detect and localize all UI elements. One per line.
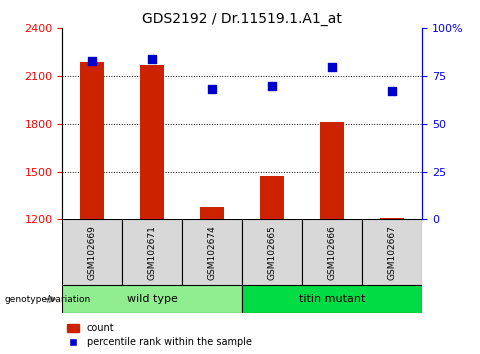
Bar [182,219,242,285]
Bar [140,65,164,219]
Text: GSM102666: GSM102666 [328,225,337,280]
Bar [380,218,404,219]
Text: GSM102665: GSM102665 [268,225,277,280]
Point [388,88,396,94]
Bar [362,219,422,285]
Bar [62,285,242,313]
Text: GSM102674: GSM102674 [208,225,217,280]
Point [88,58,96,64]
Bar [201,207,225,219]
Bar [242,219,302,285]
Title: GDS2192 / Dr.11519.1.A1_at: GDS2192 / Dr.11519.1.A1_at [143,12,342,26]
Text: GSM102671: GSM102671 [148,225,157,280]
Bar [62,219,122,285]
Point [328,64,336,69]
Text: genotype/variation: genotype/variation [5,295,91,304]
Text: wild type: wild type [127,294,178,304]
Text: titin mutant: titin mutant [299,294,366,304]
Bar [321,122,344,219]
Text: GSM102669: GSM102669 [88,225,97,280]
Legend: count, percentile rank within the sample: count, percentile rank within the sample [67,324,252,347]
Bar [242,285,422,313]
Text: GSM102667: GSM102667 [388,225,397,280]
Point [268,83,276,88]
Bar [81,62,105,219]
Bar [302,219,362,285]
Point [208,87,216,92]
Bar [122,219,182,285]
Bar [260,176,284,219]
Point [149,56,156,62]
